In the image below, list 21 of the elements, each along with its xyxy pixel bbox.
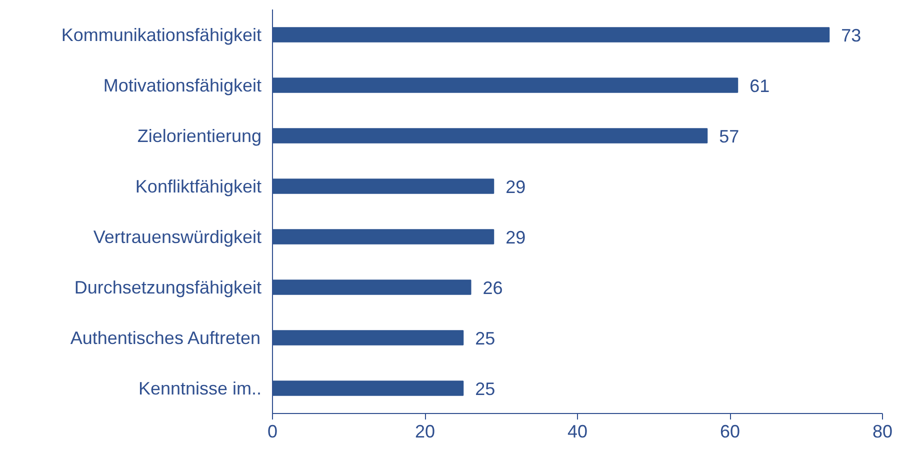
data-label: 73: [841, 25, 862, 46]
x-tick-label: 60: [720, 422, 740, 442]
y-tick-label: Konfliktfähigkeit: [135, 176, 262, 196]
x-tick-label: 20: [414, 422, 436, 442]
y-tick-label: Zielorientierung: [137, 126, 262, 146]
data-label: 57: [719, 126, 740, 146]
data-label: 26: [482, 278, 503, 298]
y-tick-label: Kenntnisse im..: [138, 378, 262, 398]
y-tick-label: Vertrauenswürdigkeit: [93, 226, 262, 247]
x-tick-label: 0: [267, 422, 278, 442]
data-label: 29: [506, 227, 526, 248]
data-label: 29: [506, 176, 526, 197]
y-tick-label: Authentisches Auftreten: [70, 328, 261, 348]
y-tick-label: Motivationsfähigkeit: [103, 75, 262, 96]
data-label: 61: [750, 76, 770, 96]
y-tick-label: Durchsetzungsfähigkeit: [74, 277, 262, 298]
data-label: 25: [475, 328, 496, 348]
x-tick-label: 40: [567, 422, 588, 442]
y-tick-label: Kommunikationsfähigkeit: [61, 24, 262, 45]
x-tick-label: 80: [872, 422, 893, 442]
data-label: 25: [475, 378, 496, 399]
